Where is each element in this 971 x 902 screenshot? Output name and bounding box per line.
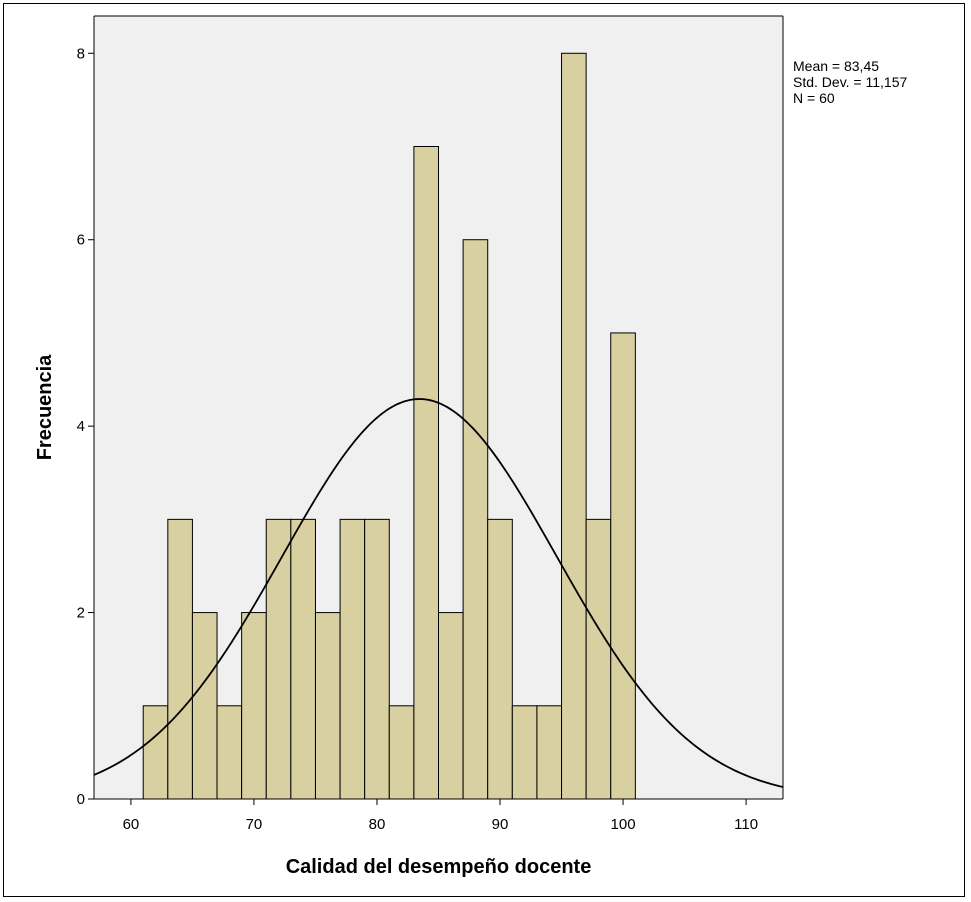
histogram-bar (511, 705, 538, 800)
stat-mean: Mean = 83,45 (793, 58, 879, 74)
y-tick-label: 6 (77, 232, 85, 249)
histogram-bar (561, 52, 587, 800)
histogram-bar (167, 518, 193, 800)
histogram-bar (487, 518, 513, 800)
y-tick-label: 8 (77, 45, 85, 62)
bars-group (142, 52, 636, 800)
y-tick-label: 0 (77, 791, 85, 808)
histogram-bar (364, 518, 390, 800)
histogram-bar (290, 518, 316, 800)
y-axis-title: Frecuencia (34, 354, 56, 460)
y-tick-label: 4 (77, 418, 85, 435)
x-tick-label: 110 (734, 816, 758, 833)
histogram-bar (462, 239, 489, 800)
histogram-bar (241, 612, 267, 800)
histogram-bar (191, 612, 218, 800)
x-tick-label: 90 (492, 816, 509, 833)
histogram-bar (585, 518, 612, 800)
x-tick-label: 100 (611, 816, 636, 833)
histogram-bar (216, 705, 243, 800)
normal-curve (93, 398, 784, 788)
histogram-bar (438, 612, 464, 800)
histogram-bar (413, 146, 439, 800)
x-tick-label: 60 (123, 816, 140, 833)
histogram-bar (142, 705, 169, 800)
stat-n: N = 60 (793, 90, 835, 106)
axes-group: 0 2 4 6 8 60 70 80 90 100 110 (77, 15, 784, 833)
histogram-bar (314, 612, 341, 800)
histogram-bar (388, 705, 415, 800)
histogram-bar (610, 332, 636, 800)
histogram-bar (536, 705, 563, 800)
stat-std-dev: Std. Dev. = 11,157 (793, 74, 907, 90)
histogram-bar (339, 518, 366, 800)
x-axis-title: Calidad del desempeño docente (286, 856, 592, 878)
x-tick-label: 70 (246, 816, 263, 833)
x-tick-label: 80 (369, 816, 386, 833)
y-tick-label: 2 (77, 605, 85, 622)
